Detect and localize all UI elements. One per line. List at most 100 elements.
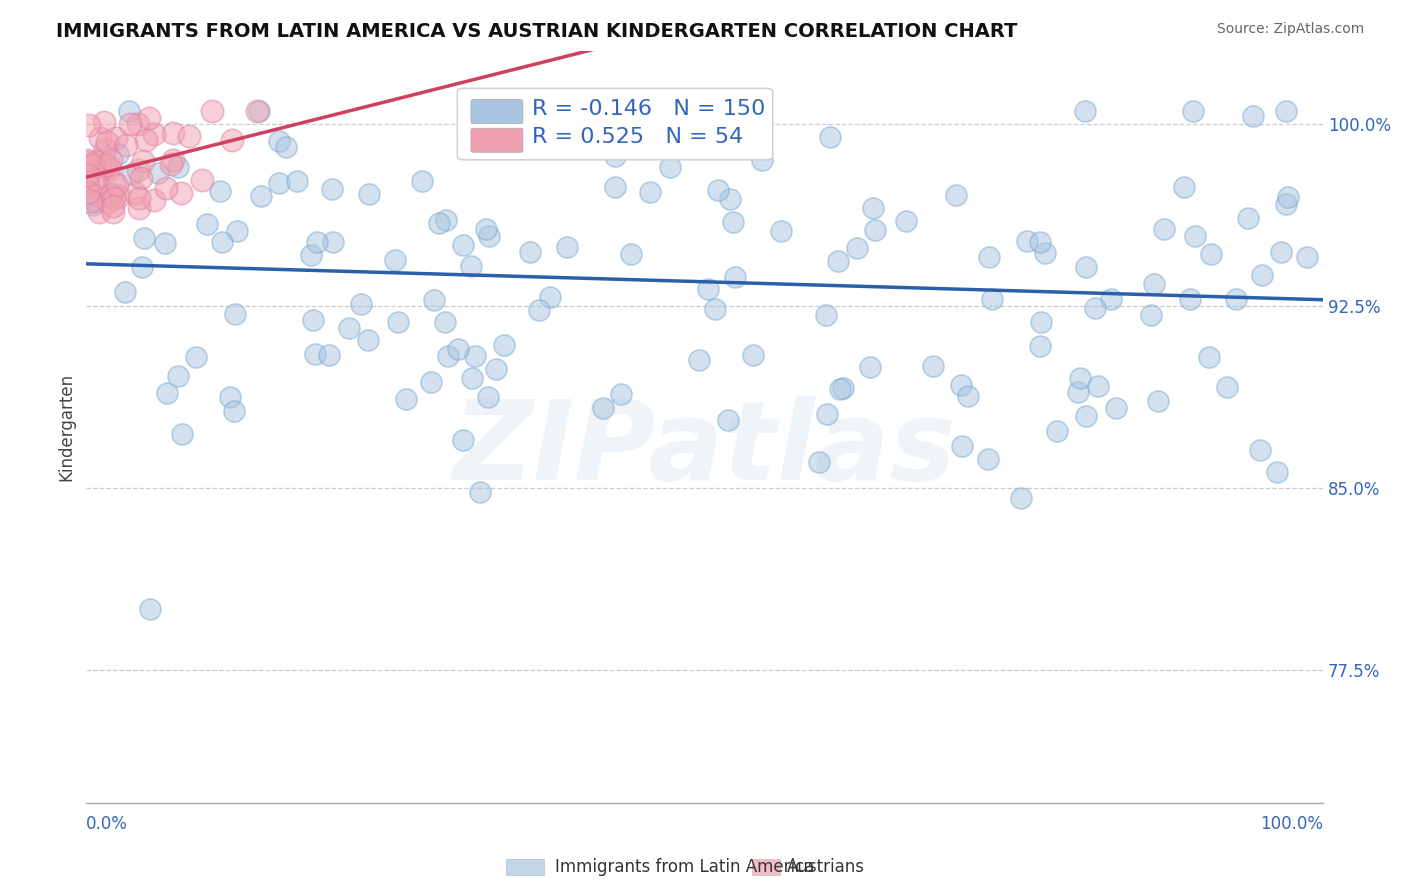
Point	[115, 137, 138, 152]
Point	[146, 166, 169, 180]
Point	[107, 147, 129, 161]
Text: 0.0%: 0.0%	[86, 815, 128, 833]
Point	[224, 307, 246, 321]
Point	[162, 153, 184, 168]
Point	[114, 285, 136, 299]
Point	[170, 427, 193, 442]
Point	[1010, 491, 1032, 506]
Point	[436, 213, 458, 227]
Point	[433, 315, 456, 329]
Point	[1076, 260, 1098, 275]
Point	[411, 174, 433, 188]
Point	[76, 155, 98, 169]
Point	[1249, 442, 1271, 457]
Point	[620, 247, 643, 261]
Point	[77, 177, 100, 191]
Point	[127, 117, 149, 131]
Point	[423, 293, 446, 307]
Text: Immigrants from Latin America: Immigrants from Latin America	[555, 858, 814, 876]
Point	[89, 155, 111, 169]
Point	[690, 138, 713, 153]
Point	[160, 157, 183, 171]
Point	[1173, 179, 1195, 194]
Point	[484, 362, 506, 376]
Point	[950, 438, 973, 452]
Point	[177, 129, 200, 144]
Point	[464, 349, 486, 363]
Point	[167, 368, 190, 383]
Point	[77, 186, 100, 200]
Point	[603, 149, 626, 163]
Point	[1033, 246, 1056, 260]
Point	[191, 172, 214, 186]
Point	[96, 135, 118, 149]
Point	[1199, 246, 1222, 260]
Point	[395, 392, 418, 406]
Point	[246, 104, 269, 119]
FancyBboxPatch shape	[457, 88, 773, 160]
Point	[707, 183, 730, 197]
Text: 100.0%: 100.0%	[1260, 815, 1323, 833]
Point	[659, 161, 682, 175]
Point	[427, 216, 450, 230]
Point	[156, 386, 179, 401]
Point	[1029, 235, 1052, 249]
Point	[461, 371, 484, 385]
Point	[350, 297, 373, 311]
Point	[97, 161, 120, 176]
Point	[524, 104, 547, 119]
Point	[77, 169, 100, 183]
Point	[1275, 104, 1298, 119]
Text: ZIPatlas: ZIPatlas	[453, 396, 956, 503]
Point	[603, 179, 626, 194]
Point	[101, 204, 124, 219]
Point	[139, 602, 162, 616]
Point	[1067, 384, 1090, 399]
Point	[142, 127, 165, 141]
Point	[82, 198, 104, 212]
Point	[686, 104, 709, 119]
Point	[478, 229, 501, 244]
Point	[1265, 465, 1288, 479]
Point	[121, 167, 143, 181]
Point	[105, 178, 128, 193]
Point	[118, 117, 141, 131]
Point	[107, 188, 129, 202]
Point	[224, 404, 246, 418]
Point	[89, 131, 111, 145]
Point	[201, 104, 224, 119]
Point	[80, 194, 103, 208]
Point	[322, 235, 344, 249]
Point	[79, 186, 101, 200]
Point	[100, 153, 122, 167]
Point	[1180, 292, 1202, 306]
Point	[1084, 301, 1107, 315]
Point	[477, 390, 499, 404]
Point	[387, 315, 409, 329]
Point	[84, 154, 107, 169]
Point	[195, 217, 218, 231]
Point	[304, 347, 326, 361]
Point	[321, 182, 343, 196]
Point	[1105, 401, 1128, 415]
Point	[1146, 393, 1168, 408]
Point	[1143, 277, 1166, 291]
Text: R = 0.525   N = 54: R = 0.525 N = 54	[531, 128, 742, 147]
Point	[83, 171, 105, 186]
Point	[211, 235, 233, 249]
Point	[357, 333, 380, 347]
Point	[124, 186, 146, 201]
Point	[451, 433, 474, 447]
Point	[155, 181, 177, 195]
Point	[93, 114, 115, 128]
Point	[249, 188, 271, 202]
Point	[519, 245, 541, 260]
Point	[832, 381, 855, 395]
Point	[717, 413, 740, 427]
Point	[447, 342, 470, 356]
Point	[529, 303, 551, 318]
Point	[77, 118, 100, 132]
Point	[305, 235, 328, 250]
Point	[419, 375, 441, 389]
Point	[769, 223, 792, 237]
